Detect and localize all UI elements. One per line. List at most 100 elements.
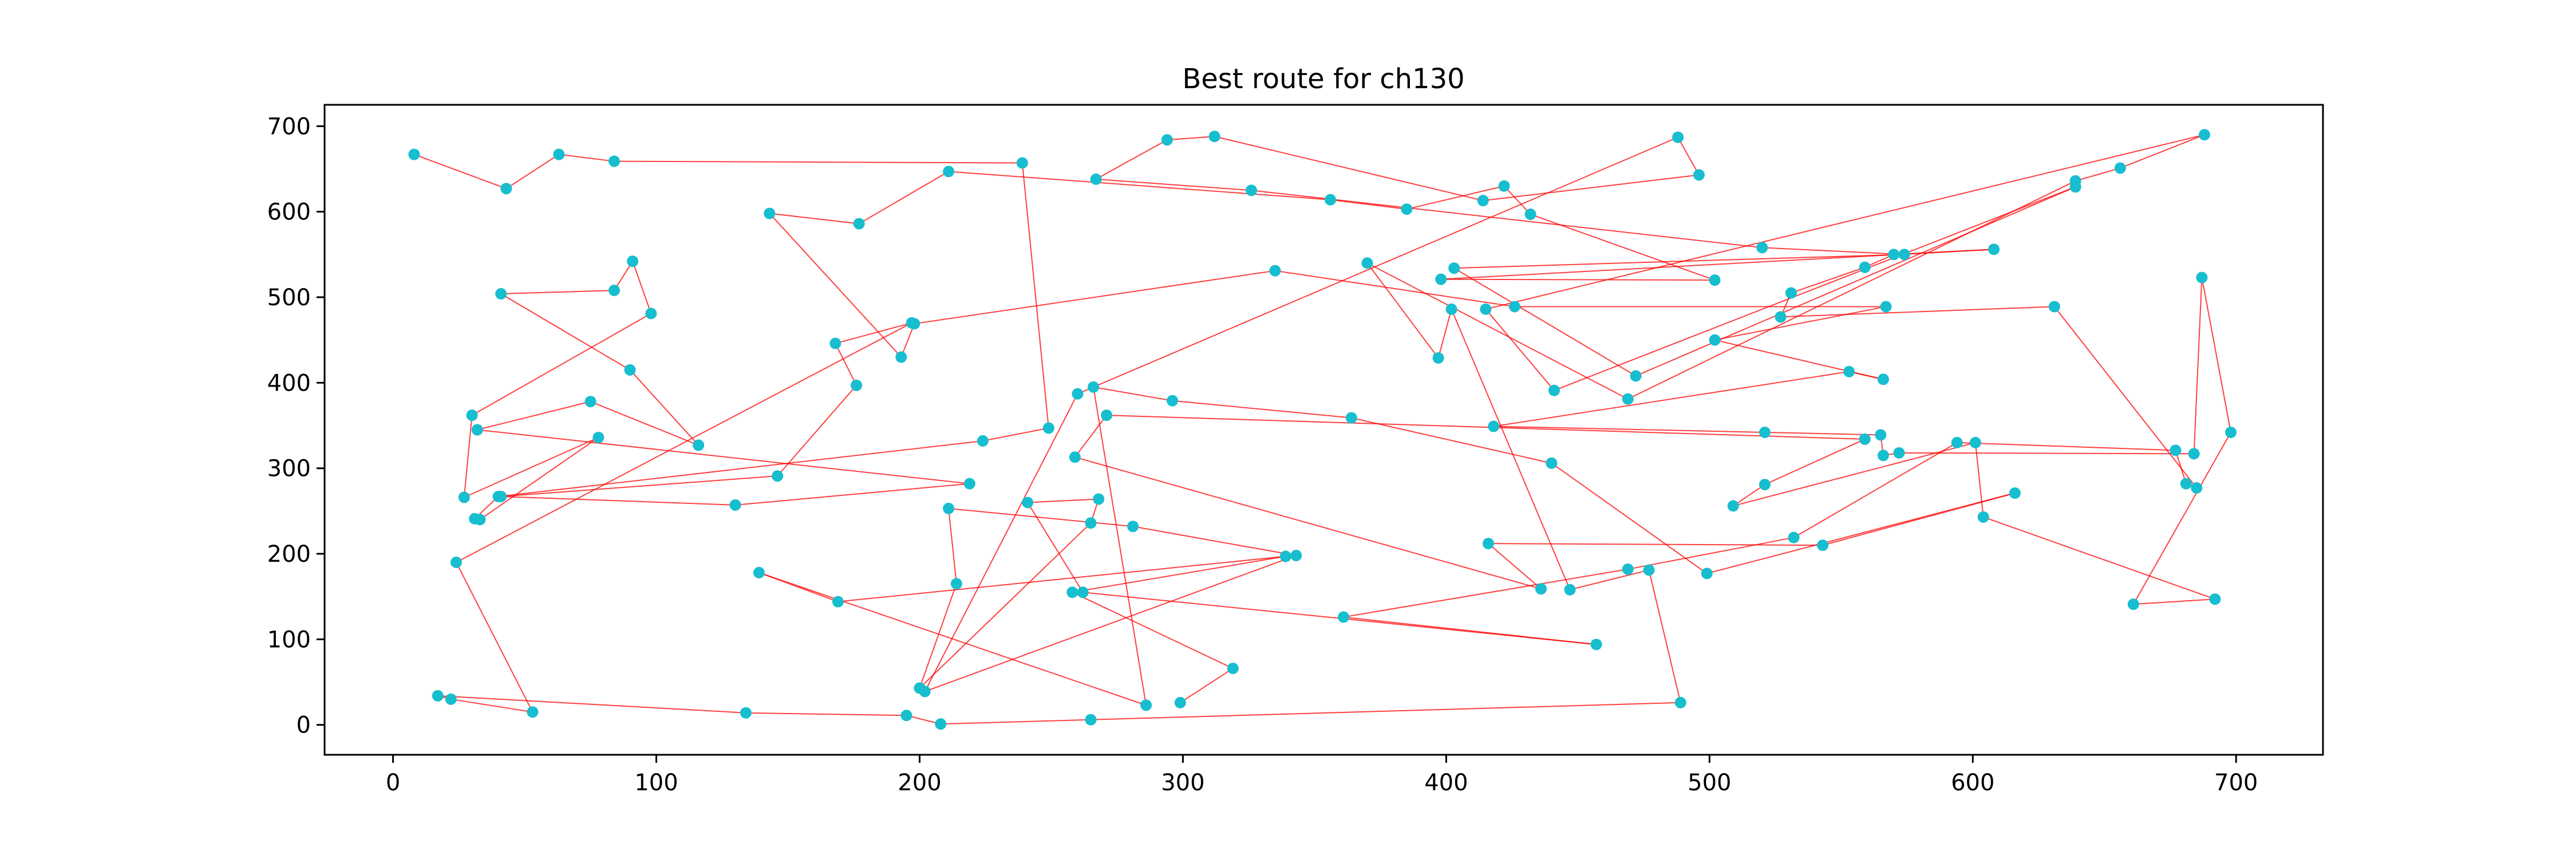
city-point bbox=[1361, 257, 1373, 269]
city-point bbox=[2127, 598, 2139, 610]
route-segment bbox=[1096, 178, 1252, 191]
city-point bbox=[1090, 173, 1102, 185]
route-segment bbox=[1453, 267, 1637, 377]
plot-frame bbox=[323, 104, 2324, 756]
city-point bbox=[729, 499, 741, 511]
x-tick-label: 500 bbox=[1688, 770, 1731, 796]
x-tick-label: 400 bbox=[1424, 770, 1468, 796]
route-segment bbox=[1021, 163, 1049, 428]
city-point bbox=[1022, 497, 1034, 509]
city-point bbox=[1727, 500, 1739, 512]
city-point bbox=[2180, 478, 2192, 490]
route-segment bbox=[501, 290, 614, 295]
city-point bbox=[832, 596, 844, 608]
route-segment bbox=[1530, 214, 1715, 281]
route-segment bbox=[924, 393, 1078, 692]
city-point bbox=[1337, 611, 1349, 623]
route-segment bbox=[1074, 415, 1107, 458]
city-point bbox=[1630, 370, 1642, 382]
x-tick-label: 600 bbox=[1951, 770, 1994, 796]
route-segment bbox=[437, 695, 746, 714]
route-segment bbox=[1132, 526, 1297, 557]
city-point bbox=[1843, 365, 1855, 377]
route-segment bbox=[1677, 137, 1700, 175]
route-segment bbox=[1406, 185, 1504, 210]
city-point bbox=[764, 207, 776, 219]
route-segment bbox=[1733, 442, 1976, 507]
city-point bbox=[1759, 426, 1771, 438]
city-point bbox=[1546, 457, 1558, 469]
city-point bbox=[584, 396, 596, 408]
city-point bbox=[2199, 129, 2211, 141]
route-segment bbox=[1494, 425, 1765, 433]
city-point bbox=[1817, 539, 1829, 551]
city-point bbox=[2069, 181, 2081, 193]
city-point bbox=[1875, 429, 1887, 441]
city-point bbox=[1227, 663, 1239, 675]
city-point bbox=[1279, 550, 1291, 562]
city-point bbox=[1859, 261, 1871, 273]
city-point bbox=[2196, 271, 2208, 283]
city-point bbox=[1564, 584, 1576, 596]
city-point bbox=[1093, 493, 1105, 505]
route-segment bbox=[2201, 277, 2232, 433]
route-segment bbox=[1706, 492, 2016, 574]
city-point bbox=[853, 218, 865, 230]
route-segment bbox=[451, 698, 533, 713]
city-point bbox=[1548, 384, 1560, 396]
y-tick-label: 400 bbox=[267, 370, 311, 396]
route-segment bbox=[1848, 371, 1884, 380]
city-point bbox=[1590, 639, 1602, 651]
route-segment bbox=[1714, 306, 1886, 341]
route-segment bbox=[919, 522, 1092, 689]
route-segment bbox=[758, 572, 1147, 706]
city-point bbox=[1069, 451, 1081, 463]
city-point bbox=[1693, 169, 1705, 181]
route-segment bbox=[1483, 174, 1700, 202]
city-point bbox=[1445, 303, 1457, 315]
route-segment bbox=[1551, 462, 1708, 574]
city-point bbox=[458, 491, 470, 503]
city-point bbox=[608, 285, 620, 297]
route-segment bbox=[1627, 180, 2076, 400]
city-point bbox=[1088, 381, 1100, 393]
city-point bbox=[1888, 249, 1900, 261]
route-segment bbox=[914, 270, 1275, 325]
route-segment bbox=[1635, 186, 2076, 377]
city-point bbox=[1643, 564, 1655, 576]
route-segment bbox=[735, 483, 970, 506]
city-point bbox=[1435, 273, 1447, 285]
route-segment bbox=[1793, 442, 1958, 538]
city-point bbox=[1880, 301, 1892, 313]
city-point bbox=[943, 502, 955, 514]
city-point bbox=[466, 409, 478, 421]
city-point bbox=[592, 431, 605, 443]
city-point bbox=[1482, 538, 1494, 550]
city-point bbox=[1085, 714, 1097, 726]
city-point bbox=[895, 351, 907, 363]
route-segment bbox=[948, 507, 1133, 527]
route-segment bbox=[1172, 400, 1352, 419]
route-segment bbox=[464, 437, 599, 498]
city-point bbox=[1524, 208, 1536, 220]
route-segment bbox=[1454, 254, 1905, 269]
city-point bbox=[963, 478, 975, 490]
route-segment bbox=[1091, 702, 1681, 720]
city-point bbox=[627, 255, 639, 267]
route-segment bbox=[1780, 306, 2055, 318]
city-point bbox=[624, 364, 636, 376]
city-point bbox=[908, 318, 920, 330]
city-point bbox=[943, 166, 955, 178]
y-tick-label: 300 bbox=[267, 456, 311, 482]
route-segment bbox=[632, 261, 652, 314]
city-point bbox=[740, 707, 752, 719]
city-point bbox=[2170, 444, 2182, 456]
city-point bbox=[1448, 262, 1460, 274]
city-point bbox=[474, 514, 486, 526]
city-point bbox=[1161, 134, 1173, 146]
city-point bbox=[1042, 422, 1054, 434]
city-point bbox=[1775, 311, 1787, 323]
city-point bbox=[1401, 203, 1413, 215]
